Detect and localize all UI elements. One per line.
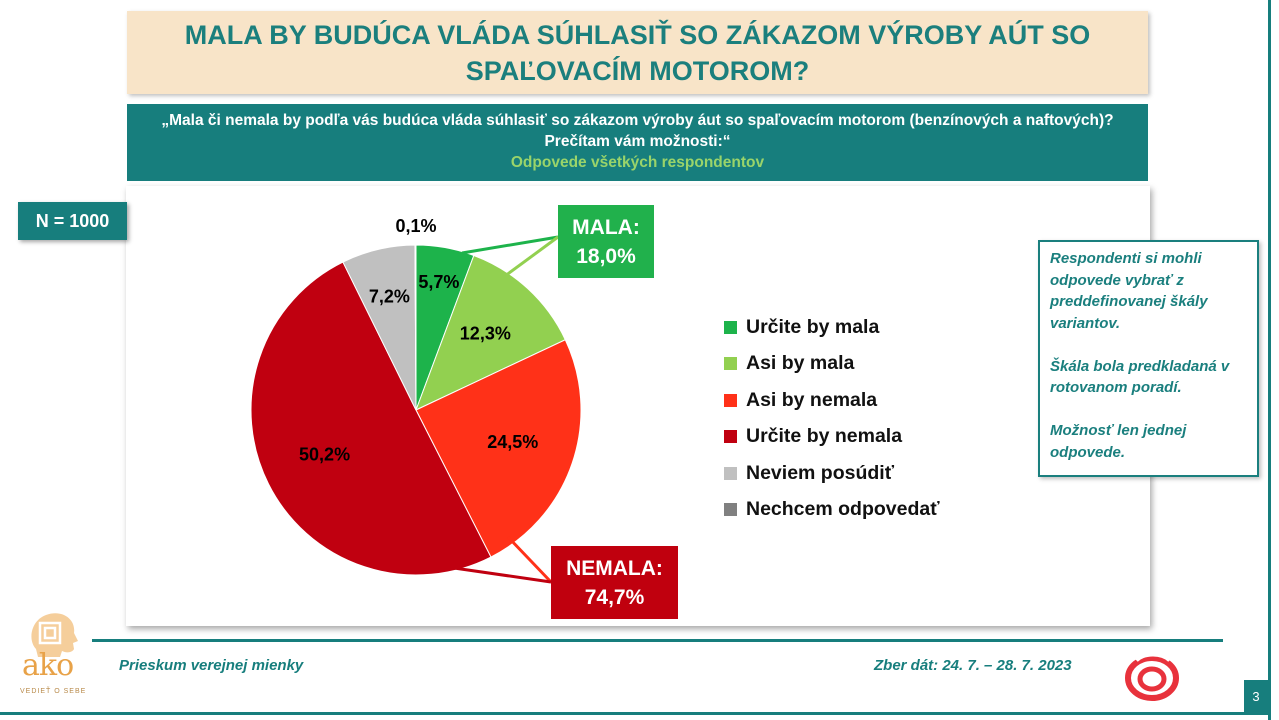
legend-item-2: Asi by mala: [724, 346, 940, 383]
footer-divider: [92, 639, 1223, 642]
note-paragraph-1: Respondenti si mohli odpovede vybrať z p…: [1050, 250, 1208, 332]
nemala-total-value: 74,7%: [584, 585, 645, 609]
slice-value-label-4: 50,2%: [299, 445, 350, 465]
slice-value-label-1: 5,7%: [418, 272, 459, 292]
question-instruction: Prečítam vám možnosti:“: [544, 133, 731, 150]
chart-legend: Určite by mala Asi by mala Asi by nemala Ur…: [724, 309, 940, 528]
legend-swatch: [724, 357, 737, 371]
slice-value-label-5: 7,2%: [369, 286, 410, 306]
footer-collection-dates: Zber dát: 24. 7. – 28. 7. 2023: [874, 657, 1072, 674]
sample-size-badge: N = 1000: [18, 202, 127, 240]
pie-slice-2: [415, 254, 566, 411]
mala-connector-dark: [461, 235, 559, 255]
legend-swatch: [724, 320, 737, 334]
legend-item-6: Nechcem odpovedať: [724, 492, 940, 529]
pie-slice-6: [414, 244, 417, 411]
legend-swatch: [724, 393, 737, 407]
legend-swatch: [724, 430, 737, 444]
red-swirl-logo-icon: [1125, 651, 1179, 701]
slice-value-label-2: 12,3%: [460, 324, 511, 344]
nemala-total-title: NEMALA:: [566, 556, 663, 580]
note-paragraph-2: Škála bola predkladaná v rotovanom porad…: [1050, 357, 1230, 397]
title-box: MALA BY BUDÚCA VLÁDA SÚHLASIŤ SO ZÁKAZOM…: [127, 11, 1148, 94]
legend-label: Asi by mala: [746, 352, 855, 375]
group-connectors: [453, 235, 559, 584]
slice-value-label-6: 0,1%: [395, 216, 436, 236]
ako-tagline: VEDIEŤ O SEBE: [20, 688, 87, 695]
nemala-total-badge: NEMALA: 74,7%: [551, 546, 678, 619]
legend-swatch: [724, 466, 737, 480]
bottom-frame-bar: [0, 712, 1271, 715]
question-text: „Mala či nemala by podľa vás budúca vlád…: [161, 112, 1114, 129]
question-box: „Mala či nemala by podľa vás budúca vlád…: [127, 104, 1148, 181]
nemala-connector-red: [506, 535, 553, 584]
legend-label: Neviem posúdiť: [746, 461, 895, 484]
page-number: 3: [1244, 680, 1268, 712]
respondent-scope: Odpovede všetkých respondentov: [510, 154, 765, 171]
mala-total-title: MALA:: [572, 215, 640, 239]
mala-connector-light: [504, 235, 559, 278]
legend-item-4: Určite by nemala: [724, 419, 940, 456]
mala-total-value: 18,0%: [576, 244, 636, 268]
legend-label: Určite by mala: [746, 315, 880, 338]
pie-labels: 5,7% 12,3% 24,5% 50,2% 7,2% 0,1%: [299, 216, 538, 465]
methodology-note: Respondenti si mohli odpovede vybrať z p…: [1038, 240, 1259, 477]
footer-survey-label: Prieskum verejnej mienky: [119, 657, 304, 674]
pie-slice-4: [250, 261, 492, 576]
legend-label: Asi by nemala: [746, 388, 878, 411]
legend-item-5: Neviem posúdiť: [724, 455, 940, 492]
legend-swatch: [724, 503, 737, 517]
ako-wordmark: ako: [22, 648, 74, 683]
legend-item-1: Určite by mala: [724, 309, 940, 346]
page-title: MALA BY BUDÚCA VLÁDA SÚHLASIŤ SO ZÁKAZOM…: [184, 19, 1091, 86]
mala-total-badge: MALA: 18,0%: [558, 205, 654, 278]
legend-label: Nechcem odpovedať: [746, 498, 940, 521]
right-frame-bar: [1268, 0, 1271, 720]
nemala-connector-darkred: [453, 566, 552, 584]
pie-slices: [250, 244, 582, 576]
legend-label: Určite by nemala: [746, 425, 903, 448]
legend-item-3: Asi by nemala: [724, 382, 940, 419]
slice-value-label-3: 24,5%: [487, 432, 538, 452]
note-paragraph-3: Možnosť len jednej odpovede.: [1050, 422, 1187, 461]
ako-logo-icon: [31, 613, 78, 657]
